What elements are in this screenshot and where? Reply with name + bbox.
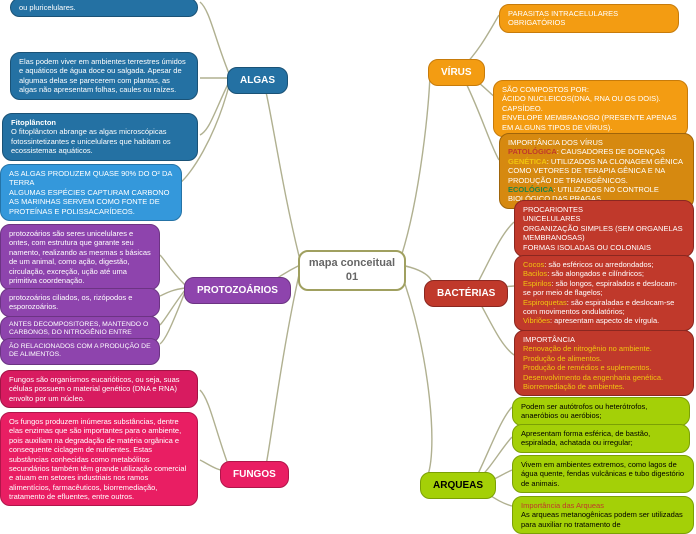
- topic-protozoarios[interactable]: PROTOZOÁRIOS: [184, 277, 291, 304]
- bact-bac: : são alongados e cilíndricos;: [547, 269, 644, 278]
- bact-d3-title: IMPORTÂNCIA: [523, 335, 575, 344]
- virus-d3-eco-l: ECOLÓGICA: [508, 185, 553, 194]
- algas-d3: AS ALGAS PRODUZEM QUASE 90% DO O² DA TER…: [0, 164, 182, 221]
- bact-vib-l: Vibriões: [523, 316, 550, 325]
- algas-d0: ou pluricelulares.: [10, 0, 198, 17]
- bact-bac-l: Bacilos: [523, 269, 547, 278]
- bact-espq-l: Espiroquetas: [523, 298, 567, 307]
- bacterias-d2: Cocos: são esféricos ou arredondados; Ba…: [514, 255, 694, 331]
- fungos-d2: Os fungos produzem inúmeras substâncias,…: [0, 412, 198, 506]
- proto-d4: ÃO RELACIONADOS COM A PRODUÇÃO DE DE ALI…: [0, 338, 160, 365]
- virus-d3-pato-l: PATOLÓGICA: [508, 147, 557, 156]
- root-title: mapa conceitual 01: [298, 250, 406, 291]
- arqueas-d1: Podem ser autótrofos ou heterótrofos, an…: [512, 397, 690, 426]
- arqueas-d2: Apresentam forma esférica, de bastão, es…: [512, 424, 690, 453]
- bacterias-d3: IMPORTÂNCIA Renovação de nitrogênio no a…: [514, 330, 694, 396]
- fungos-d1: Fungos são organismos eucarióticos, ou s…: [0, 370, 198, 408]
- algas-d2-body: O fitoplâncton abrange as algas microscó…: [11, 127, 171, 155]
- virus-d1: PARASITAS INTRACELULARES OBRIGATÓRIOS: [499, 4, 679, 33]
- algas-d2: Fitoplâncton O fitoplâncton abrange as a…: [2, 113, 198, 161]
- algas-d1: Elas podem viver em ambientes terrestres…: [10, 52, 198, 100]
- proto-d2: protozoários ciliados, os, rizópodos e e…: [0, 288, 160, 317]
- virus-d2: SÃO COMPOSTOS POR: ÁCIDO NUCLEICOS(DNA, …: [493, 80, 688, 137]
- virus-d3: IMPORTÂNCIA DOS VÍRUS PATOLÓGICA: CAUSAD…: [499, 133, 694, 209]
- arq-d4-title: Importância das Arqueas: [521, 501, 604, 510]
- virus-d3-title: IMPORTÂNCIA DOS VÍRUS: [508, 138, 603, 147]
- topic-bacterias[interactable]: BACTÉRIAS: [424, 280, 508, 307]
- bact-vib: : apresentam aspecto de vírgula.: [550, 316, 659, 325]
- bact-d3-body: Renovação de nitrogênio no ambiente. Pro…: [523, 344, 663, 391]
- bact-cocos: : são esféricos ou arredondados;: [544, 260, 653, 269]
- bacterias-d1: PROCARIONTES UNICELULARES ORGANIZAÇÃO SI…: [514, 200, 694, 257]
- topic-fungos[interactable]: FUNGOS: [220, 461, 289, 488]
- arqueas-d4: Importância das Arqueas As arqueas metan…: [512, 496, 694, 534]
- virus-d3-pato: : CAUSADORES DE DOENÇAS: [557, 147, 665, 156]
- virus-d3-gen-l: GENÉTICA: [508, 157, 547, 166]
- topic-arqueas[interactable]: ARQUEAS: [420, 472, 496, 499]
- arqueas-d3: Vivem em ambientes extremos, como lagos …: [512, 455, 694, 493]
- topic-virus[interactable]: VÍRUS: [428, 59, 485, 86]
- bact-esp-l: Espirilos: [523, 279, 551, 288]
- proto-d1: protozoários são seres unicelulares e on…: [0, 224, 160, 290]
- algas-d2-title: Fitoplâncton: [11, 118, 56, 127]
- topic-algas[interactable]: ALGAS: [227, 67, 288, 94]
- bact-cocos-l: Cocos: [523, 260, 544, 269]
